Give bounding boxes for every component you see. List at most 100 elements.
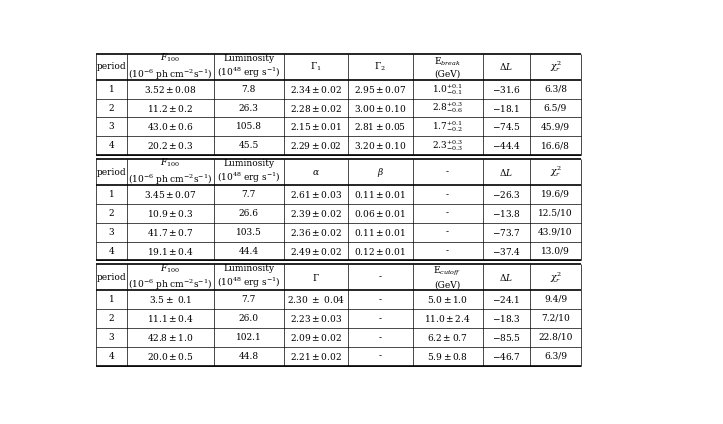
Text: 6.3/9: 6.3/9 — [544, 351, 567, 361]
Text: $\mathrm{E}_{cutoff}$
(GeV): $\mathrm{E}_{cutoff}$ (GeV) — [434, 265, 462, 289]
Text: $5.0\pm1.0$: $5.0\pm1.0$ — [427, 294, 468, 305]
Text: $-37.4$: $-37.4$ — [492, 245, 521, 257]
Text: 2: 2 — [108, 103, 114, 112]
Text: $\chi^2_r$: $\chi^2_r$ — [549, 270, 561, 285]
Text: $2.21\pm0.02$: $2.21\pm0.02$ — [290, 351, 342, 362]
Text: $2.61\pm0.03$: $2.61\pm0.03$ — [290, 189, 342, 200]
Text: 3: 3 — [108, 123, 114, 131]
Text: $11.2\pm0.2$: $11.2\pm0.2$ — [147, 103, 193, 114]
Text: 44.4: 44.4 — [239, 246, 259, 256]
Text: 43.9/10: 43.9/10 — [538, 228, 573, 237]
Text: $-31.6$: $-31.6$ — [492, 84, 521, 95]
Text: $0.11\pm0.01$: $0.11\pm0.01$ — [354, 226, 406, 237]
Text: 4: 4 — [108, 246, 114, 256]
Text: $2.34\pm0.02$: $2.34\pm0.02$ — [290, 84, 342, 95]
Text: -: - — [446, 190, 449, 199]
Text: $\Gamma_1$: $\Gamma_1$ — [310, 61, 322, 73]
Text: 6.5/9: 6.5/9 — [544, 103, 567, 112]
Text: $-74.5$: $-74.5$ — [492, 121, 521, 132]
Text: 4: 4 — [108, 351, 114, 361]
Text: $\chi^2_r$: $\chi^2_r$ — [549, 59, 561, 74]
Text: -: - — [379, 273, 382, 282]
Text: $2.95\pm0.07$: $2.95\pm0.07$ — [354, 84, 406, 95]
Text: period: period — [97, 167, 127, 176]
Text: Luminosity
$(10^{48}$ erg s$^{-1})$: Luminosity $(10^{48}$ erg s$^{-1})$ — [217, 53, 281, 80]
Text: $-18.1$: $-18.1$ — [492, 103, 521, 114]
Text: $11.1\pm0.4$: $11.1\pm0.4$ — [147, 313, 194, 324]
Text: $41.7\pm0.7$: $41.7\pm0.7$ — [147, 226, 194, 237]
Text: $3.45\pm0.07$: $3.45\pm0.07$ — [144, 189, 197, 200]
Text: $2.81\pm0.05$: $2.81\pm0.05$ — [354, 121, 406, 132]
Text: $\chi^2_r$: $\chi^2_r$ — [549, 165, 561, 179]
Text: 7.2/10: 7.2/10 — [541, 314, 570, 323]
Text: 19.6/9: 19.6/9 — [541, 190, 570, 199]
Text: $-46.7$: $-46.7$ — [492, 351, 521, 362]
Text: $\Gamma_2$: $\Gamma_2$ — [375, 61, 386, 73]
Text: $10.9\pm0.3$: $10.9\pm0.3$ — [147, 208, 194, 219]
Text: -: - — [446, 228, 449, 237]
Text: $3.00\pm0.10$: $3.00\pm0.10$ — [354, 103, 406, 114]
Text: $-13.8$: $-13.8$ — [492, 208, 521, 219]
Text: 9.4/9: 9.4/9 — [544, 295, 567, 304]
Text: $2.49\pm0.02$: $2.49\pm0.02$ — [290, 245, 342, 257]
Text: $3.5\pm\ 0.1$: $3.5\pm\ 0.1$ — [149, 294, 192, 305]
Text: $F_{100}$
$(10^{-6}$ ph cm$^{-2}$s$^{-1})$: $F_{100}$ $(10^{-6}$ ph cm$^{-2}$s$^{-1}… — [128, 262, 213, 292]
Text: $0.06\pm0.01$: $0.06\pm0.01$ — [354, 208, 406, 219]
Text: $43.0\pm0.6$: $43.0\pm0.6$ — [147, 121, 194, 132]
Text: $1.7^{+0.1}_{-0.2}$: $1.7^{+0.1}_{-0.2}$ — [432, 120, 463, 134]
Text: Luminosity
$(10^{48}$ erg s$^{-1})$: Luminosity $(10^{48}$ erg s$^{-1})$ — [217, 159, 281, 185]
Text: period: period — [97, 62, 127, 71]
Text: 7.7: 7.7 — [241, 190, 256, 199]
Text: $0.12\pm0.01$: $0.12\pm0.01$ — [354, 245, 406, 257]
Text: 2: 2 — [108, 314, 114, 323]
Text: 45.5: 45.5 — [239, 141, 259, 151]
Text: Luminosity
$(10^{48}$ erg s$^{-1})$: Luminosity $(10^{48}$ erg s$^{-1})$ — [217, 264, 281, 290]
Text: $19.1\pm0.4$: $19.1\pm0.4$ — [147, 245, 194, 257]
Text: $3.52\pm0.08$: $3.52\pm0.08$ — [144, 84, 197, 95]
Text: $20.2\pm0.3$: $20.2\pm0.3$ — [147, 140, 193, 151]
Text: $2.36\pm0.02$: $2.36\pm0.02$ — [290, 226, 342, 237]
Text: $-26.3$: $-26.3$ — [492, 189, 521, 200]
Text: 7.7: 7.7 — [241, 295, 256, 304]
Text: $\mathrm{E}_{break}$
(GeV): $\mathrm{E}_{break}$ (GeV) — [435, 55, 461, 79]
Text: 26.6: 26.6 — [239, 209, 259, 218]
Text: $42.8\pm1.0$: $42.8\pm1.0$ — [147, 332, 194, 343]
Text: -: - — [379, 314, 382, 323]
Text: $\alpha$: $\alpha$ — [312, 167, 320, 176]
Text: $2.8^{+0.3}_{-0.6}$: $2.8^{+0.3}_{-0.6}$ — [432, 100, 463, 115]
Text: 26.3: 26.3 — [239, 103, 259, 112]
Text: $\Delta L$: $\Delta L$ — [500, 167, 513, 178]
Text: -: - — [446, 246, 449, 256]
Text: $5.9\pm0.8$: $5.9\pm0.8$ — [427, 351, 468, 362]
Text: $\Gamma$: $\Gamma$ — [312, 272, 320, 283]
Text: -: - — [379, 351, 382, 361]
Text: $-85.5$: $-85.5$ — [492, 332, 521, 343]
Text: $-24.1$: $-24.1$ — [492, 294, 521, 305]
Text: $2.3^{+0.3}_{-0.3}$: $2.3^{+0.3}_{-0.3}$ — [432, 138, 463, 153]
Text: 16.6/8: 16.6/8 — [541, 141, 570, 151]
Text: $-44.4$: $-44.4$ — [492, 140, 521, 151]
Text: $2.28\pm0.02$: $2.28\pm0.02$ — [290, 103, 342, 114]
Text: $F_{100}$
$(10^{-6}$ ph cm$^{-2}$s$^{-1})$: $F_{100}$ $(10^{-6}$ ph cm$^{-2}$s$^{-1}… — [128, 157, 213, 187]
Text: $F_{100}$
$(10^{-6}$ ph cm$^{-2}$s$^{-1})$: $F_{100}$ $(10^{-6}$ ph cm$^{-2}$s$^{-1}… — [128, 52, 213, 82]
Text: $2.15\pm0.01$: $2.15\pm0.01$ — [290, 121, 342, 132]
Text: $11.0\pm2.4$: $11.0\pm2.4$ — [424, 313, 471, 324]
Text: 3: 3 — [108, 228, 114, 237]
Text: -: - — [446, 209, 449, 218]
Text: 7.8: 7.8 — [241, 84, 256, 94]
Text: 44.8: 44.8 — [239, 351, 259, 361]
Text: 45.9/9: 45.9/9 — [541, 123, 570, 131]
Text: 1: 1 — [108, 190, 114, 199]
Text: $\beta$: $\beta$ — [377, 165, 384, 179]
Text: 26.0: 26.0 — [239, 314, 259, 323]
Text: 6.3/8: 6.3/8 — [544, 84, 567, 94]
Text: $2.29\pm0.02$: $2.29\pm0.02$ — [290, 140, 342, 151]
Text: 2: 2 — [108, 209, 114, 218]
Text: -: - — [379, 295, 382, 304]
Text: -: - — [446, 167, 449, 176]
Text: 13.0/9: 13.0/9 — [541, 246, 570, 256]
Text: $1.0^{+0.1}_{-0.1}$: $1.0^{+0.1}_{-0.1}$ — [432, 81, 463, 97]
Text: $2.30\ \pm\ 0.04$: $2.30\ \pm\ 0.04$ — [287, 294, 345, 305]
Text: $2.39\pm0.02$: $2.39\pm0.02$ — [290, 208, 342, 219]
Text: 12.5/10: 12.5/10 — [538, 209, 573, 218]
